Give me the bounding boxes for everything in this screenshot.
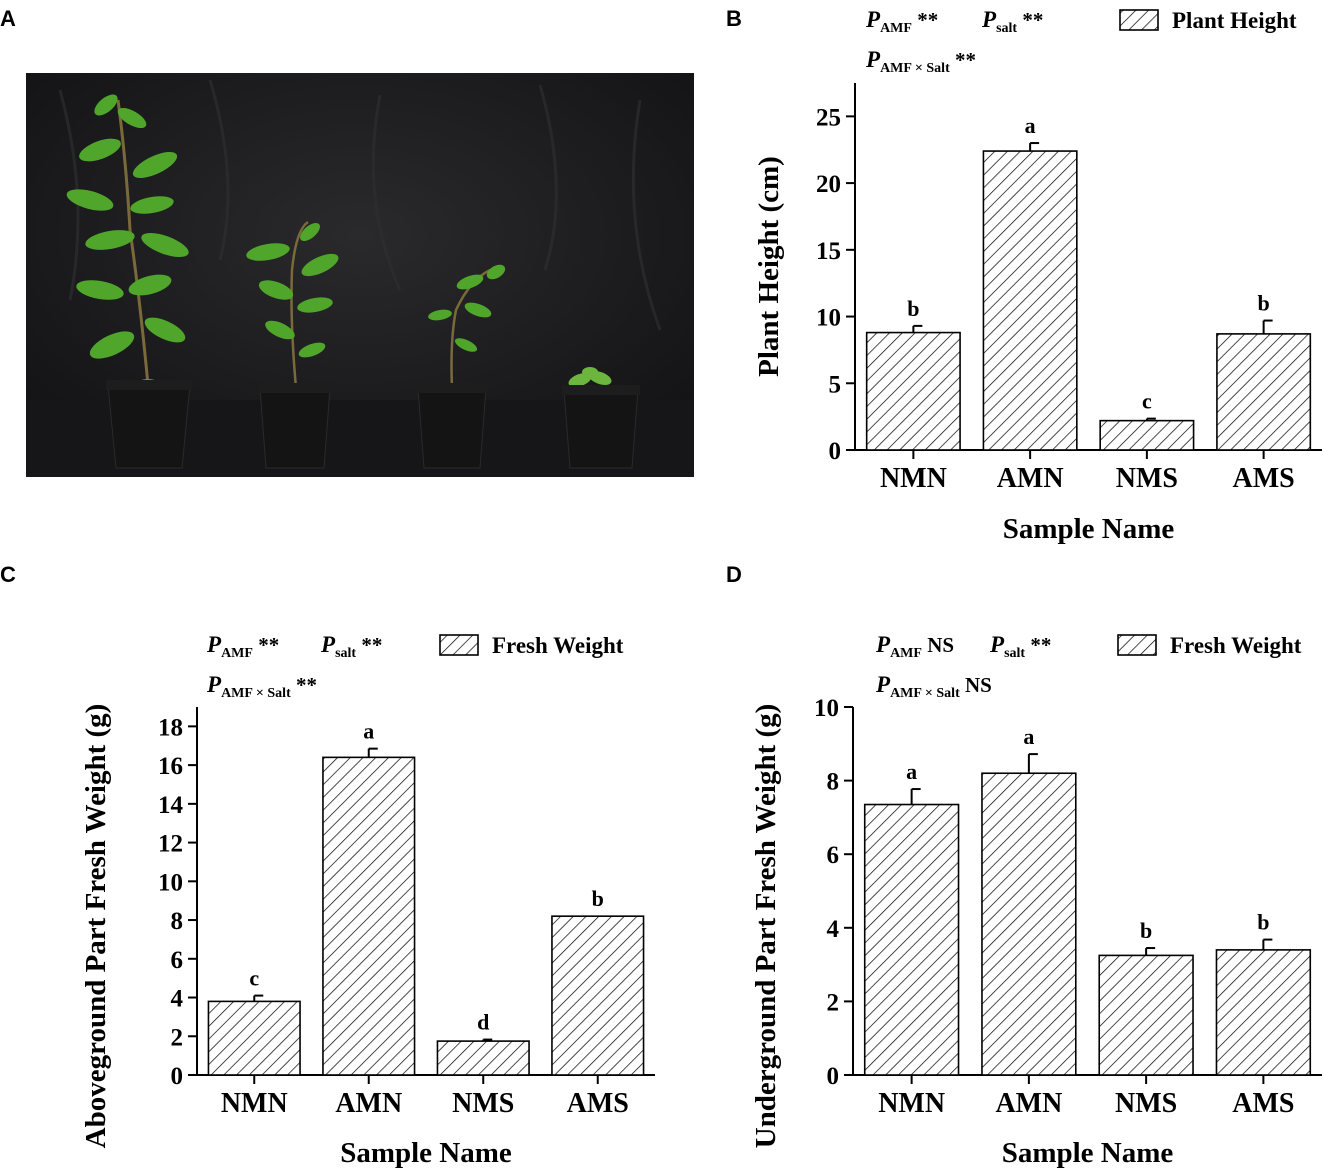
panel-label-a: A bbox=[0, 6, 16, 31]
x-tick-label: AMN bbox=[335, 1088, 402, 1119]
p-amf-annotation: PAMF ** bbox=[206, 632, 279, 661]
y-tick-label: 0 bbox=[171, 1063, 184, 1090]
bar-nmn bbox=[863, 803, 960, 1076]
p-salt-annotation: Psalt ** bbox=[989, 632, 1051, 661]
bar-nmn bbox=[207, 1000, 301, 1076]
x-tick-label: AMS bbox=[567, 1088, 629, 1119]
significance-letter: a bbox=[906, 759, 917, 784]
panel-label-b: B bbox=[726, 6, 742, 31]
y-tick-label: 15 bbox=[816, 238, 841, 265]
p-salt-annotation: Psalt ** bbox=[320, 632, 382, 661]
y-tick-label: 25 bbox=[816, 104, 841, 131]
y-tick-label: 20 bbox=[816, 171, 841, 198]
y-tick-label: 6 bbox=[171, 947, 184, 974]
x-tick-label: NMS bbox=[1116, 463, 1178, 494]
x-tick-label: AMS bbox=[1233, 463, 1295, 494]
y-tick-label: 10 bbox=[158, 869, 183, 896]
y-tick-label: 0 bbox=[827, 1063, 840, 1090]
chart-aboveground-fresh-weight: 0 2 4 6 8 10 12 14 16 18 c NMN a AMN d NMS b AMS Sample Na… bbox=[80, 632, 655, 1169]
bar-amn bbox=[982, 150, 1078, 451]
y-tick-label: 14 bbox=[158, 792, 184, 819]
p-interaction-annotation: PAMF × Salt NS bbox=[875, 672, 992, 701]
y-tick-label: 4 bbox=[171, 986, 184, 1013]
x-tick-label: AMN bbox=[997, 463, 1064, 494]
chart-plant-height: 0 5 10 15 20 25 b NMN a AMN c NMS b AMS Sample Name Pla… bbox=[753, 7, 1322, 545]
x-tick-label: NMN bbox=[221, 1088, 288, 1119]
y-tick-label: 0 bbox=[829, 438, 842, 465]
x-axis-title: Sample Name bbox=[1003, 513, 1175, 545]
significance-letter: d bbox=[477, 1010, 489, 1035]
bar-amn bbox=[981, 772, 1077, 1076]
y-tick-label: 5 bbox=[829, 371, 842, 398]
panel-label-d: D bbox=[726, 562, 742, 587]
significance-letter: b bbox=[592, 886, 604, 911]
bar-nmn bbox=[865, 331, 961, 451]
significance-letter: b bbox=[1140, 918, 1152, 943]
p-interaction-annotation: PAMF × Salt ** bbox=[206, 672, 317, 701]
x-tick-label: AMS bbox=[1232, 1088, 1294, 1119]
p-interaction-annotation: PAMF × Salt ** bbox=[865, 47, 976, 76]
chart-underground-fresh-weight: 0 2 4 6 8 10 a NMN a AMN b NMS b AMS Sample Name Underg… bbox=[750, 632, 1322, 1169]
p-amf-annotation: PAMF NS bbox=[875, 632, 954, 661]
x-tick-label: AMN bbox=[995, 1088, 1062, 1119]
plant-3 bbox=[416, 264, 506, 469]
y-tick-label: 10 bbox=[814, 695, 839, 722]
legend-swatch bbox=[439, 634, 479, 656]
bar-nms bbox=[1098, 954, 1194, 1076]
bar-amn bbox=[322, 756, 416, 1076]
significance-letter: c bbox=[1142, 389, 1152, 414]
y-tick-label: 18 bbox=[158, 714, 183, 741]
panel-label-c: C bbox=[0, 562, 16, 587]
legend-label: Fresh Weight bbox=[492, 633, 624, 658]
y-tick-label: 4 bbox=[827, 916, 840, 943]
bar-nms bbox=[1099, 419, 1195, 451]
legend-label: Fresh Weight bbox=[1170, 633, 1302, 658]
legend-swatch bbox=[1119, 9, 1159, 31]
plant-1 bbox=[66, 94, 192, 469]
p-salt-annotation: Psalt ** bbox=[981, 7, 1043, 36]
significance-letter: a bbox=[363, 719, 374, 744]
x-axis-title: Sample Name bbox=[340, 1137, 512, 1169]
significance-letter: b bbox=[1257, 910, 1269, 935]
y-tick-label: 8 bbox=[827, 769, 840, 796]
legend-swatch bbox=[1117, 634, 1157, 656]
p-amf-annotation: PAMF ** bbox=[865, 7, 938, 36]
plant-4 bbox=[562, 367, 640, 469]
x-tick-label: NMS bbox=[1115, 1088, 1177, 1119]
x-tick-label: NMN bbox=[880, 463, 947, 494]
y-tick-label: 10 bbox=[816, 305, 841, 332]
y-tick-label: 6 bbox=[827, 842, 840, 869]
y-axis-title: Underground Part Fresh Weight (g) bbox=[750, 704, 782, 1149]
significance-letter: a bbox=[1023, 724, 1034, 749]
significance-letter: b bbox=[1258, 291, 1270, 316]
bar-ams bbox=[1215, 949, 1312, 1076]
x-axis-title: Sample Name bbox=[1002, 1137, 1174, 1169]
bar-ams bbox=[1216, 333, 1312, 451]
y-axis-title: Plant Height (cm) bbox=[753, 156, 785, 377]
y-axis-title: Aboveground Part Fresh Weight (g) bbox=[80, 704, 112, 1149]
x-tick-label: NMN bbox=[878, 1088, 945, 1119]
significance-letter: a bbox=[1025, 113, 1036, 138]
significance-letter: b bbox=[907, 296, 919, 321]
y-tick-label: 8 bbox=[171, 908, 184, 935]
legend-label: Plant Height bbox=[1172, 8, 1297, 33]
plant-photo bbox=[26, 73, 694, 477]
y-tick-label: 2 bbox=[171, 1024, 184, 1051]
y-tick-label: 12 bbox=[158, 831, 183, 858]
plant-2 bbox=[246, 220, 339, 469]
x-tick-label: NMS bbox=[452, 1088, 514, 1119]
y-tick-label: 2 bbox=[827, 989, 840, 1016]
significance-letter: c bbox=[249, 966, 259, 991]
bar-ams bbox=[551, 915, 645, 1076]
y-tick-label: 16 bbox=[158, 753, 183, 780]
bar-nms bbox=[436, 1040, 530, 1076]
